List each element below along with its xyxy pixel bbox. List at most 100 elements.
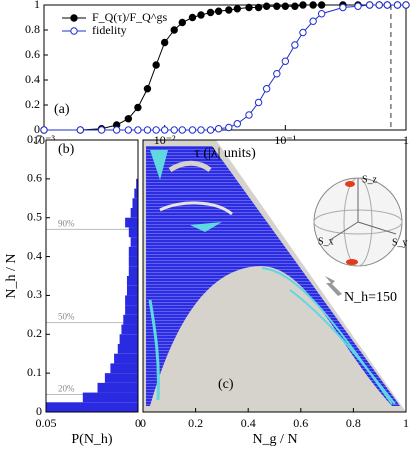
- y-tick-label: 0.7: [27, 132, 42, 146]
- panel-label: (b): [58, 142, 75, 157]
- x-tick-label: 0.2: [188, 416, 203, 430]
- annotation: N_h=150: [344, 290, 397, 305]
- bar: [114, 353, 138, 364]
- data-point: [188, 126, 197, 134]
- data-point: [245, 3, 253, 12]
- x-tick-label: 0.4: [241, 416, 256, 430]
- bar: [130, 208, 138, 218]
- x-axis-label: P(N_h): [71, 432, 113, 447]
- inset-label: S_z: [362, 174, 378, 185]
- data-point: [273, 2, 281, 10]
- x-tick-label: 0.8: [346, 416, 361, 430]
- y-tick-label: 0.4: [27, 248, 42, 262]
- data-point: [262, 85, 271, 93]
- bar: [121, 324, 138, 335]
- axes-frame: [45, 139, 139, 413]
- x-axis-label: N_g / N: [252, 432, 297, 447]
- bar: [126, 276, 138, 286]
- data-point: [160, 38, 169, 47]
- y-tick-label: 0.5: [27, 209, 42, 223]
- y-tick-label: 1: [34, 0, 40, 11]
- data-point: [76, 126, 85, 134]
- bar: [110, 363, 138, 374]
- data-point: [112, 126, 121, 134]
- data-point: [206, 126, 215, 134]
- y-tick-label: 0.2: [25, 97, 40, 111]
- panel-label: (a): [54, 102, 70, 117]
- percentile-label: 20%: [58, 384, 75, 394]
- y-tick-label: 0.2: [27, 326, 42, 340]
- data-point: [188, 13, 197, 22]
- panel-label: (c): [218, 377, 234, 392]
- data-point: [134, 126, 142, 134]
- data-point: [317, 10, 326, 18]
- data-point: [375, 1, 383, 9]
- bar: [125, 217, 138, 228]
- data-point: [143, 85, 152, 93]
- data-point: [281, 57, 290, 65]
- bar: [104, 373, 138, 383]
- data-point: [299, 1, 307, 9]
- y-tick-label: 0: [34, 122, 40, 136]
- data-point: [152, 126, 160, 134]
- percentile-label: 50%: [58, 312, 75, 322]
- data-point: [309, 17, 317, 25]
- bar: [128, 246, 138, 257]
- bar: [136, 178, 138, 189]
- data-point: [225, 123, 233, 132]
- data-point: [214, 7, 223, 15]
- data-point: [214, 125, 223, 133]
- data-point: [262, 2, 271, 10]
- data-point: [291, 2, 299, 10]
- x-tick-label: 1: [403, 416, 409, 430]
- data-point: [309, 1, 317, 9]
- legend-marker: [70, 27, 78, 35]
- bar: [82, 392, 138, 403]
- data-point: [365, 1, 374, 9]
- annotation-arrow: [325, 276, 342, 296]
- axes-frame: [142, 139, 407, 413]
- bar: [46, 402, 138, 412]
- data-point: [178, 126, 186, 134]
- data-point: [170, 126, 178, 134]
- legend-marker: [70, 14, 78, 22]
- data-point: [40, 126, 48, 134]
- bar: [128, 266, 138, 276]
- data-point: [160, 126, 169, 134]
- y-tick-label: 0.8: [25, 22, 40, 36]
- data-point: [254, 98, 263, 107]
- x-tick-label: 0: [140, 416, 146, 430]
- bar: [119, 334, 138, 344]
- map-layer: [143, 140, 406, 412]
- bar: [128, 256, 138, 267]
- axes-frame: [43, 4, 407, 131]
- bar: [126, 285, 138, 296]
- data-point: [383, 1, 392, 9]
- legend-label: F_Q(τ)/F_Q^gs: [92, 10, 167, 24]
- data-point: [170, 26, 178, 34]
- data-point: [281, 2, 290, 10]
- bar: [97, 382, 138, 393]
- inset-label: S_x: [318, 236, 334, 247]
- bar: [130, 237, 138, 247]
- bar: [134, 188, 138, 199]
- x-axis-label: τ (|λ| units): [194, 146, 256, 161]
- x-tick-label: 0.6: [293, 416, 308, 430]
- inset-label: S_y: [392, 237, 408, 248]
- data-point: [402, 1, 410, 9]
- y-tick-label: 0.6: [25, 47, 40, 61]
- bar: [125, 305, 138, 315]
- y-tick-label: 0.1: [27, 365, 42, 379]
- data-point: [299, 28, 307, 37]
- data-point: [273, 70, 281, 78]
- bar: [123, 314, 138, 325]
- bar: [125, 295, 138, 306]
- x-tick-label: 0.05: [36, 416, 57, 430]
- data-point: [339, 3, 347, 12]
- x-tick-label: 10⁻³: [33, 133, 55, 147]
- data-point: [152, 61, 160, 69]
- data-point: [233, 5, 242, 13]
- y-tick-label: 0.6: [27, 171, 42, 185]
- percentile-label: 90%: [58, 218, 75, 228]
